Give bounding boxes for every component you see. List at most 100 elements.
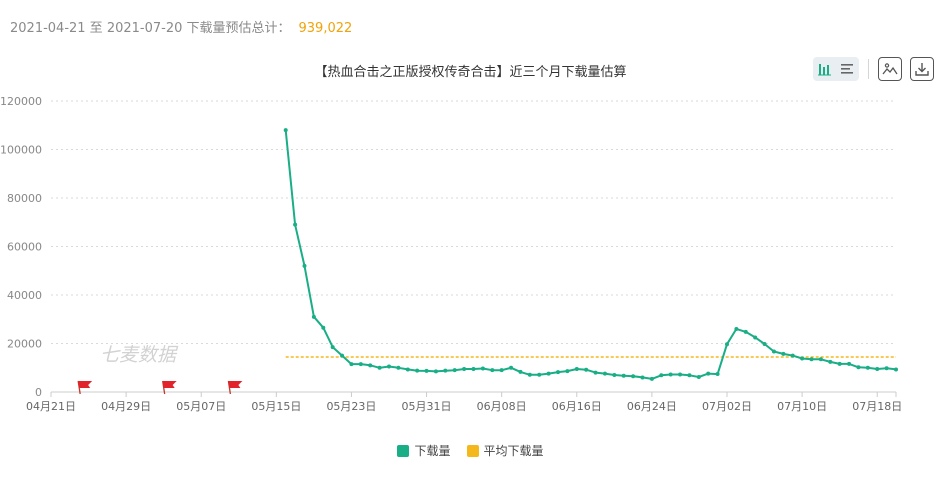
image-icon (882, 63, 898, 75)
total-downloads: 939,022 (298, 21, 353, 36)
y-tick-label: 60000 (7, 241, 42, 254)
data-point (443, 368, 448, 373)
y-tick-label: 20000 (7, 338, 42, 351)
data-point (640, 375, 645, 380)
data-point (527, 372, 532, 377)
data-point (537, 372, 542, 377)
data-point (771, 349, 776, 354)
table-view-button[interactable] (836, 58, 858, 80)
legend-item-average[interactable]: 平均下载量 (466, 442, 544, 459)
chart-toolbar (813, 57, 941, 81)
data-point (396, 365, 401, 370)
watermark: 七麦数据 (100, 344, 179, 366)
x-tick-label: 07月10日 (777, 400, 827, 413)
series-downloads-line (284, 130, 897, 380)
data-point (424, 368, 429, 373)
x-tick-label: 05月23日 (326, 400, 376, 413)
bar-chart-icon (818, 64, 831, 76)
data-point (696, 374, 701, 379)
data-point (509, 365, 514, 370)
data-point (387, 364, 391, 369)
data-point (330, 345, 335, 350)
data-point (856, 365, 861, 370)
data-point (293, 222, 298, 227)
y-tick-label: 0 (35, 386, 42, 399)
chart-title: 【热血合击之正版授权传奇合击】近三个月下载量估算 (314, 65, 627, 80)
data-point (894, 367, 898, 372)
data-point (725, 342, 729, 347)
x-tick-label: 04月29日 (101, 400, 151, 413)
data-point (687, 373, 692, 378)
data-point (621, 373, 626, 378)
flag-icon (228, 381, 243, 388)
data-point (837, 361, 842, 366)
chart-legend: 下载量 平均下载量 (0, 442, 941, 459)
data-point (462, 366, 467, 371)
data-point (865, 365, 870, 370)
data-point (790, 353, 795, 358)
data-point (283, 128, 288, 133)
data-point (649, 376, 654, 381)
toolbar-divider (868, 59, 869, 79)
data-point (546, 371, 551, 376)
data-point (340, 353, 345, 358)
data-point (433, 369, 438, 374)
legend-swatch-average (466, 444, 479, 457)
y-tick-label: 120000 (0, 95, 42, 108)
data-point (302, 263, 307, 268)
data-point (734, 326, 739, 331)
data-point (706, 371, 711, 376)
chart-view-button[interactable] (814, 58, 836, 80)
data-point (659, 373, 664, 378)
legend-item-downloads[interactable]: 下载量 (397, 442, 451, 459)
data-point (800, 356, 805, 361)
view-toggle-group (813, 57, 859, 81)
data-point (781, 351, 786, 356)
data-point (884, 366, 889, 371)
x-tick-label: 06月16日 (552, 400, 602, 413)
data-point (762, 341, 767, 346)
data-point (565, 369, 570, 374)
x-tick-label: 06月08日 (477, 400, 527, 413)
data-point (715, 372, 720, 377)
save-image-button[interactable] (878, 57, 902, 81)
data-point (415, 368, 420, 373)
download-icon (915, 63, 929, 76)
data-point (631, 374, 636, 379)
data-point (612, 373, 617, 378)
flag-icon (78, 381, 93, 388)
data-point (368, 363, 373, 368)
data-point (377, 365, 382, 370)
x-tick-label: 07月02日 (702, 400, 752, 413)
data-point (875, 366, 880, 371)
x-tick-label: 07月18日 (852, 400, 902, 413)
data-point (405, 367, 410, 372)
data-point (452, 368, 457, 373)
x-tick-label: 04月21日 (26, 400, 76, 413)
data-point (574, 366, 579, 371)
data-point (480, 366, 485, 371)
x-tick-label: 05月07日 (176, 400, 226, 413)
data-point (809, 357, 814, 362)
y-tick-label: 40000 (7, 289, 42, 302)
data-point (518, 369, 523, 374)
data-point (828, 359, 833, 364)
data-point (311, 314, 316, 319)
download-data-button[interactable] (910, 57, 934, 81)
x-tick-label: 05月15日 (251, 400, 301, 413)
data-point (847, 361, 852, 366)
data-point (668, 372, 673, 377)
list-icon (841, 64, 853, 74)
data-point (602, 371, 607, 376)
data-point (818, 357, 823, 362)
data-point (556, 370, 560, 375)
data-point (321, 325, 326, 330)
y-tick-label: 80000 (7, 192, 42, 205)
legend-swatch-downloads (397, 444, 410, 457)
data-point (743, 329, 748, 334)
data-point (358, 362, 363, 367)
x-tick-label: 06月24日 (627, 400, 677, 413)
flag-icon (162, 381, 177, 388)
data-point (490, 368, 495, 373)
